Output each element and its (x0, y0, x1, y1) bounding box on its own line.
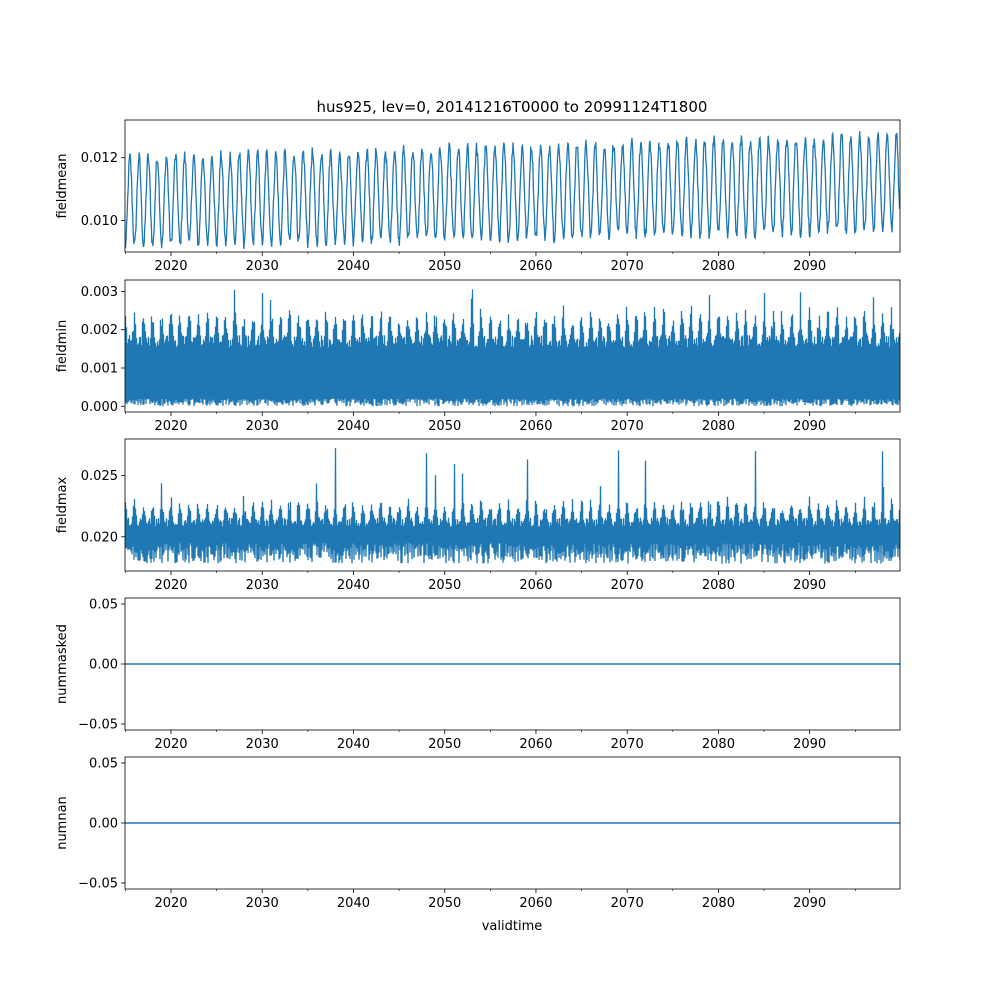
y-axis-label: fieldmin (55, 320, 70, 373)
x-tick-label: 2040 (337, 419, 370, 434)
chart-title: hus925, lev=0, 20141216T0000 to 20991124… (317, 98, 708, 116)
x-tick-label: 2080 (702, 578, 735, 593)
x-tick-label: 2090 (793, 578, 826, 593)
y-tick-label: 0.012 (81, 151, 118, 166)
x-tick-label: 2080 (702, 896, 735, 911)
x-tick-label: 2060 (519, 578, 552, 593)
panel-fieldmin: 0.000 0.001 0.002 0.003 2020 2030 2040 2050 2060… (55, 279, 901, 434)
x-tick-label: 2080 (702, 259, 735, 274)
x-tick-label: 2060 (519, 259, 552, 274)
y-tick-label: 0.001 (81, 362, 118, 377)
x-tick-label: 2060 (519, 419, 552, 434)
x-tick-label: 2050 (428, 259, 461, 274)
x-tick-label: 2060 (519, 737, 552, 752)
x-tick-label: 2050 (428, 578, 461, 593)
y-tick-label: 0.010 (81, 214, 118, 229)
x-tick-label: 2080 (702, 737, 735, 752)
x-tick-label: 2080 (702, 419, 735, 434)
x-tick-label: 2090 (793, 259, 826, 274)
y-tick-label: 0.00 (89, 658, 118, 673)
x-tick-label: 2030 (246, 578, 279, 593)
x-tick-label: 2070 (611, 419, 644, 434)
x-tick-label: 2090 (793, 419, 826, 434)
x-tick-label: 2030 (246, 737, 279, 752)
axes-frame (124, 279, 901, 413)
series-line-fieldmean (125, 131, 900, 249)
y-tick-label: 0.025 (81, 469, 118, 484)
y-tick-label: 0.00 (89, 817, 118, 832)
x-tick-label: 2030 (246, 259, 279, 274)
x-tick-label: 2050 (428, 737, 461, 752)
panel-numnan: −0.05 0.00 0.05 2020 2030 2040 2050 2060 2070 208… (55, 757, 901, 911)
y-tick-label: 0.020 (81, 530, 118, 545)
series-line-fieldmin (125, 289, 900, 407)
x-axis-label: validtime (482, 919, 543, 934)
y-tick-label: 0.000 (81, 400, 118, 415)
y-axis-label: numnan (55, 796, 70, 850)
axes-frame (124, 438, 901, 572)
x-tick-label: 2040 (337, 737, 370, 752)
x-tick-label: 2040 (337, 578, 370, 593)
panel-fieldmean: 0.010 0.012 2020 2030 2040 2050 2060 2070 2080 20… (55, 119, 901, 274)
panel-fieldmax: 0.020 0.025 2020 2030 2040 2050 2060 2070 2080 20… (55, 438, 901, 593)
y-tick-label: 0.05 (89, 598, 118, 613)
x-tick-label: 2050 (428, 419, 461, 434)
series-line-fieldmax (125, 448, 900, 564)
y-tick-label: 0.05 (89, 757, 118, 772)
y-tick-label: 0.003 (81, 285, 118, 300)
x-tick-label: 2060 (519, 896, 552, 911)
axes-frame (124, 119, 901, 253)
x-tick-label: 2050 (428, 896, 461, 911)
x-tick-label: 2030 (246, 419, 279, 434)
x-tick-label: 2070 (611, 896, 644, 911)
x-tick-label: 2020 (154, 259, 187, 274)
x-tick-label: 2090 (793, 896, 826, 911)
x-tick-label: 2030 (246, 896, 279, 911)
panel-nummasked: −0.05 0.00 0.05 2020 2030 2040 2050 2060 2070 208… (55, 598, 901, 752)
y-tick-label: −0.05 (78, 718, 118, 733)
y-axis-label: fieldmean (55, 154, 70, 219)
x-tick-label: 2070 (611, 578, 644, 593)
x-tick-label: 2070 (611, 259, 644, 274)
y-tick-label: 0.002 (81, 323, 118, 338)
x-tick-label: 2020 (154, 419, 187, 434)
y-tick-label: −0.05 (78, 877, 118, 892)
y-axis-label: fieldmax (55, 477, 70, 534)
x-tick-label: 2020 (154, 737, 187, 752)
x-tick-label: 2040 (337, 896, 370, 911)
x-tick-label: 2020 (154, 578, 187, 593)
panels: 0.010 0.012 2020 2030 2040 2050 2060 2070 2080 20… (55, 119, 901, 911)
x-tick-label: 2090 (793, 737, 826, 752)
x-tick-label: 2020 (154, 896, 187, 911)
x-tick-label: 2070 (611, 737, 644, 752)
y-axis-label: nummasked (55, 624, 70, 704)
x-tick-label: 2040 (337, 259, 370, 274)
